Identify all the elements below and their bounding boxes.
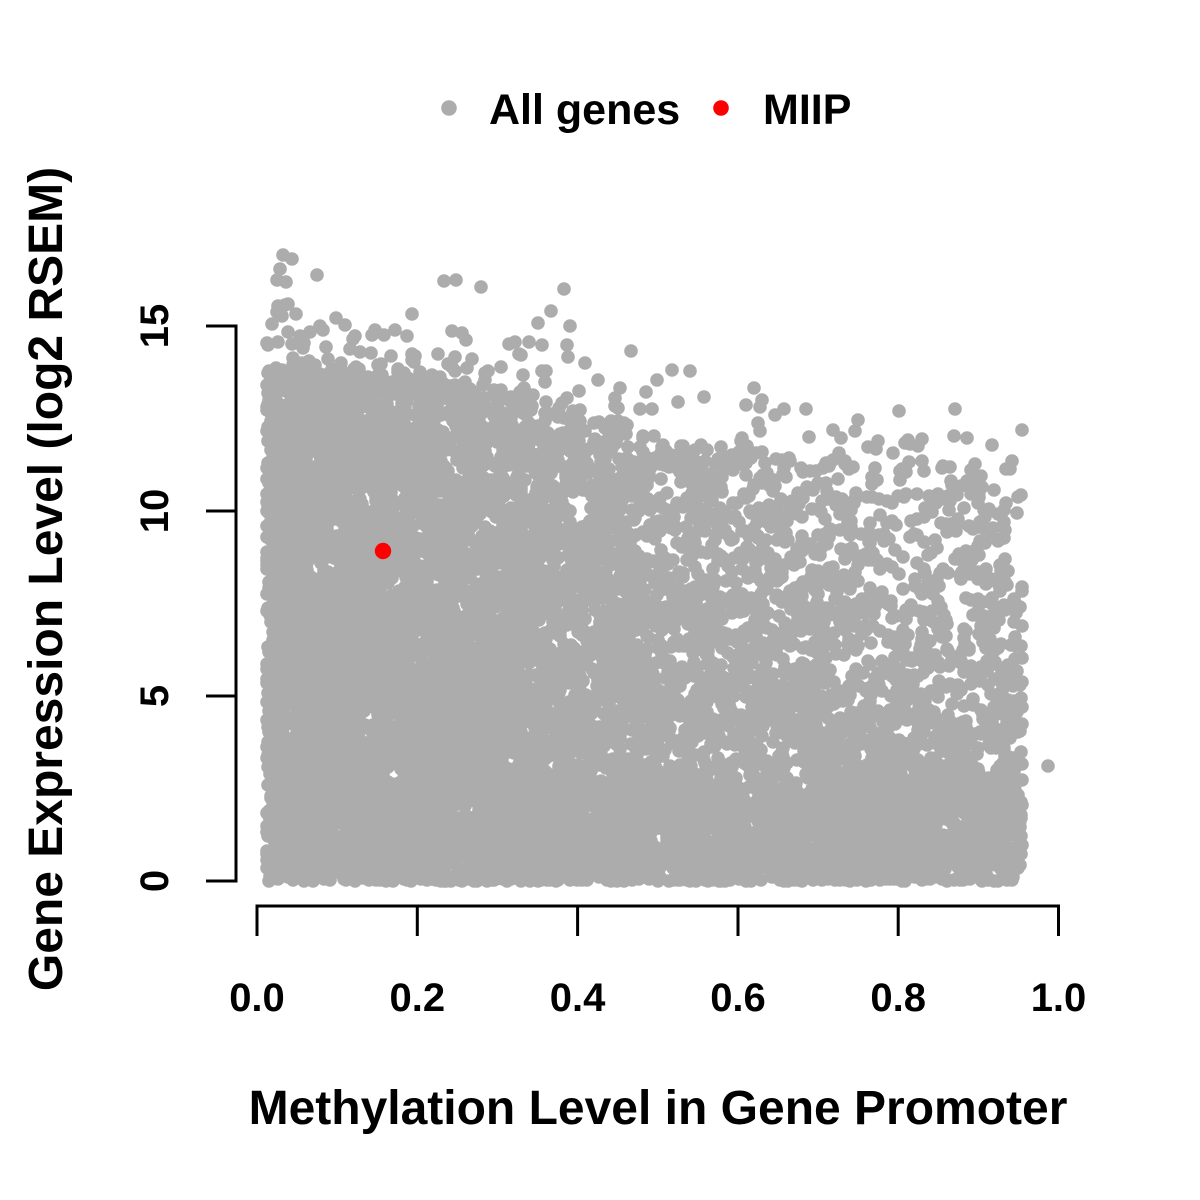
svg-text:0.0: 0.0 xyxy=(229,976,285,1020)
svg-text:Methylation Level in Gene Prom: Methylation Level in Gene Promoter xyxy=(249,1082,1068,1135)
svg-text:15: 15 xyxy=(133,304,177,349)
svg-text:MIIP: MIIP xyxy=(763,86,851,134)
svg-text:10: 10 xyxy=(133,489,177,534)
svg-text:All genes: All genes xyxy=(489,86,680,134)
svg-text:0.4: 0.4 xyxy=(550,976,606,1020)
svg-text:5: 5 xyxy=(133,685,177,707)
svg-text:0.8: 0.8 xyxy=(870,976,926,1020)
svg-text:0.6: 0.6 xyxy=(710,976,766,1020)
svg-text:0.2: 0.2 xyxy=(389,976,445,1020)
svg-text:0: 0 xyxy=(133,870,177,892)
svg-text:Gene Expression Level (log2 RS: Gene Expression Level (log2 RSEM) xyxy=(20,167,73,991)
svg-text:1.0: 1.0 xyxy=(1031,976,1087,1020)
